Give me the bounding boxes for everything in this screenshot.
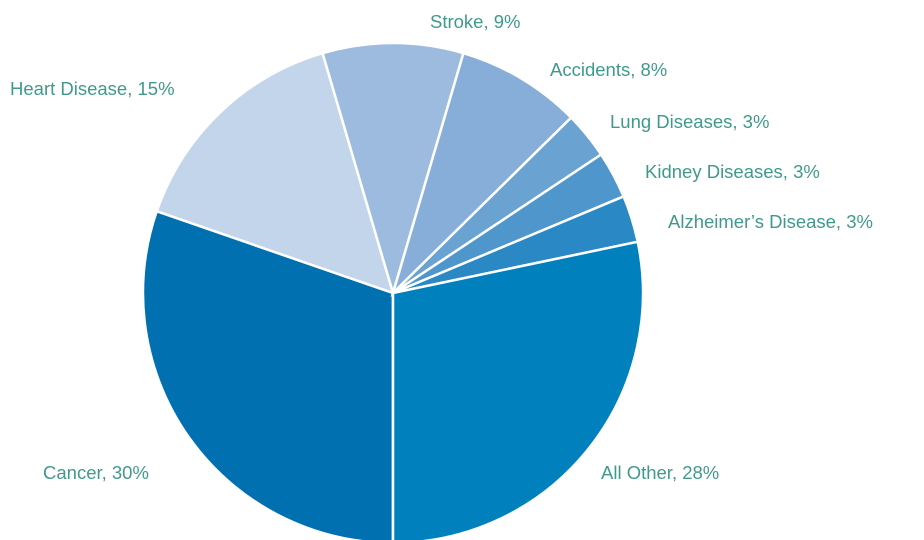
pie-slice bbox=[321, 41, 465, 298]
pie-slice bbox=[141, 209, 395, 540]
slice-label: All Other, 28% bbox=[601, 462, 719, 483]
pie-slice bbox=[390, 51, 573, 298]
slice-label: Heart Disease, 15% bbox=[10, 78, 175, 99]
slice-label: Alzheimer’s Disease, 3% bbox=[668, 211, 873, 232]
slice-label: Stroke, 9% bbox=[430, 11, 521, 32]
slice-label: Kidney Diseases, 3% bbox=[645, 161, 820, 182]
slice-label: Cancer, 30% bbox=[43, 462, 149, 483]
slice-label: Accidents, 8% bbox=[550, 59, 667, 80]
pie-slice bbox=[391, 240, 645, 540]
slice-label: Lung Diseases, 3% bbox=[610, 111, 769, 132]
pie-slice bbox=[155, 51, 395, 295]
